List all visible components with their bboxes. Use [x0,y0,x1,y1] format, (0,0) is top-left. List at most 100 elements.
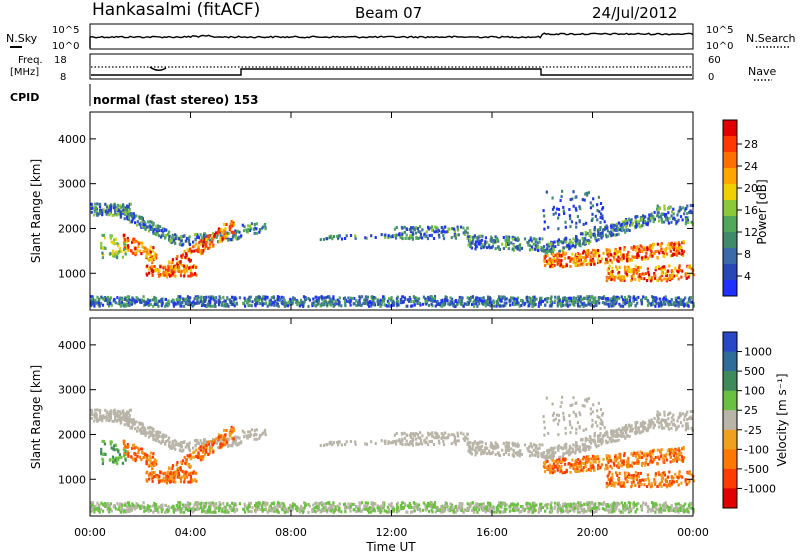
power-cell [170,238,173,242]
power-cell [690,267,693,271]
velocity-cell [226,437,229,441]
velocity-cell [558,458,561,462]
velocity-cell [586,438,589,441]
power-cell [661,212,664,216]
power-cell [568,242,571,246]
power-cell [195,248,198,252]
velocity-cell [477,442,480,446]
power-cell [545,190,548,194]
velocity-cell [140,422,143,426]
power-cell [557,242,560,246]
velocity-cell [556,468,559,472]
power-cell [604,261,607,265]
power-cell [123,248,126,252]
power-cell [605,279,608,283]
power-cell [592,300,595,304]
power-cell [574,206,577,210]
velocity-cell [191,479,194,483]
velocity-cell [680,455,683,459]
power-cell [613,278,616,282]
power-cell [610,226,613,230]
power-cell [208,241,211,245]
power-cell [573,299,576,302]
power-cell [467,243,470,247]
velocity-cell [399,442,402,446]
power-cell [510,241,513,245]
power-cell [678,264,681,268]
velocity-cell [669,460,672,464]
power-cell [660,242,663,246]
power-cell [665,218,668,222]
power-cell [410,300,413,304]
velocity-cell [186,475,189,479]
power-cell [307,297,310,300]
power-cell [183,271,186,275]
power-cell [224,303,227,307]
power-cell [634,215,637,219]
velocity-cell [215,441,218,445]
power-cell [547,250,550,253]
velocity-cell [611,434,614,438]
velocity-cell [102,453,105,456]
velocity-cell [504,448,507,452]
power-cell [179,260,182,264]
power-cell [414,299,417,303]
velocity-cell [98,411,102,415]
velocity-cell [534,446,537,450]
velocity-cell [653,423,656,427]
power-cell [488,243,491,247]
power-cell [568,239,572,243]
velocity-cell [103,442,106,446]
power-cell [376,300,379,304]
power-cell [236,229,239,233]
velocity-cell [551,449,554,453]
velocity-cell [507,444,510,448]
power-cell [650,303,653,307]
power-cell [650,213,653,217]
power-cell [110,234,113,238]
velocity-cell [112,447,115,451]
power-cell [116,250,119,254]
power-cell [147,303,150,307]
power-cell [647,270,650,274]
power-cell [503,301,506,305]
power-cell [523,301,527,305]
velocity-cell [553,469,556,473]
velocity-cell [630,464,633,468]
velocity-cell [649,458,652,462]
power-cell [494,235,497,239]
power-cell [484,240,487,244]
power-cell [627,217,631,221]
velocity-cell [450,442,453,446]
power-cell [144,227,147,231]
power-cell [133,216,136,220]
velocity-cell [203,452,206,456]
velocity-cell [526,447,529,450]
power-cell [582,222,585,226]
velocity-cell [104,453,107,456]
power-cell [627,304,631,308]
power-cell [328,302,331,306]
power-cell [618,265,621,269]
velocity-cell [484,442,487,446]
velocity-cell [546,450,550,454]
power-cell [419,232,423,236]
power-cell [317,296,320,300]
power-cell [187,258,190,261]
velocity-cell [629,427,632,431]
velocity-cell [634,421,637,425]
power-cell [142,246,145,249]
velocity-cell [553,446,556,450]
velocity-cell [184,461,187,465]
power-cell [657,208,660,212]
velocity-cell [551,451,554,455]
power-cell [630,301,633,305]
power-cell [607,234,610,238]
power-cell [303,300,306,304]
power-cell [535,238,538,242]
velocity-cell [183,455,186,459]
velocity-cell [162,478,165,482]
velocity-cell [410,435,413,439]
power-cell [555,207,559,211]
